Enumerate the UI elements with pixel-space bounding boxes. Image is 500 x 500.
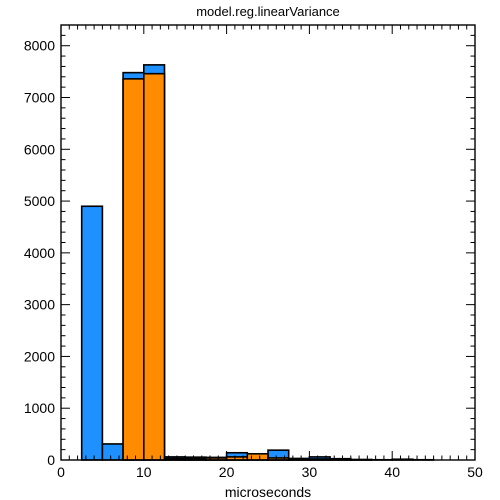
x-tick-label: 20	[219, 464, 235, 480]
ticks-layer	[60, 24, 476, 461]
histogram-bar-series-1-bin-1	[80, 205, 104, 461]
histogram-bar-series-2-bin-1	[122, 78, 145, 461]
x-tick-label: 0	[57, 464, 65, 480]
y-tick-label: 0	[47, 452, 55, 468]
x-tick-label: 10	[136, 464, 152, 480]
y-tick-label: 2000	[24, 348, 55, 364]
y-tick-label: 3000	[24, 297, 55, 313]
chart-title: model.reg.linearVariance	[196, 4, 340, 19]
y-tick-label: 7000	[24, 90, 55, 106]
y-tick-label: 4000	[24, 245, 55, 261]
bars-layer	[80, 64, 435, 461]
x-tick-label: 30	[302, 464, 318, 480]
y-tick-label: 5000	[24, 193, 55, 209]
histogram-bar-series-1-bin-2	[101, 443, 124, 461]
y-tick-label: 1000	[24, 400, 55, 416]
y-tick-label: 6000	[24, 141, 55, 157]
plot-frame	[60, 24, 476, 461]
y-tick-label: 8000	[24, 38, 55, 54]
x-tick-label: 40	[384, 464, 400, 480]
x-tick-label: 50	[467, 464, 483, 480]
x-axis-label: microseconds	[225, 484, 311, 500]
tick-labels-layer: 0 10 20 30 40 50 0 1000 2000 3000 4000 5000 6000 7000…	[24, 38, 483, 480]
histogram-bar-series-2-bin-7	[246, 452, 269, 461]
histogram-bar-series-2-bin-2	[143, 72, 166, 461]
